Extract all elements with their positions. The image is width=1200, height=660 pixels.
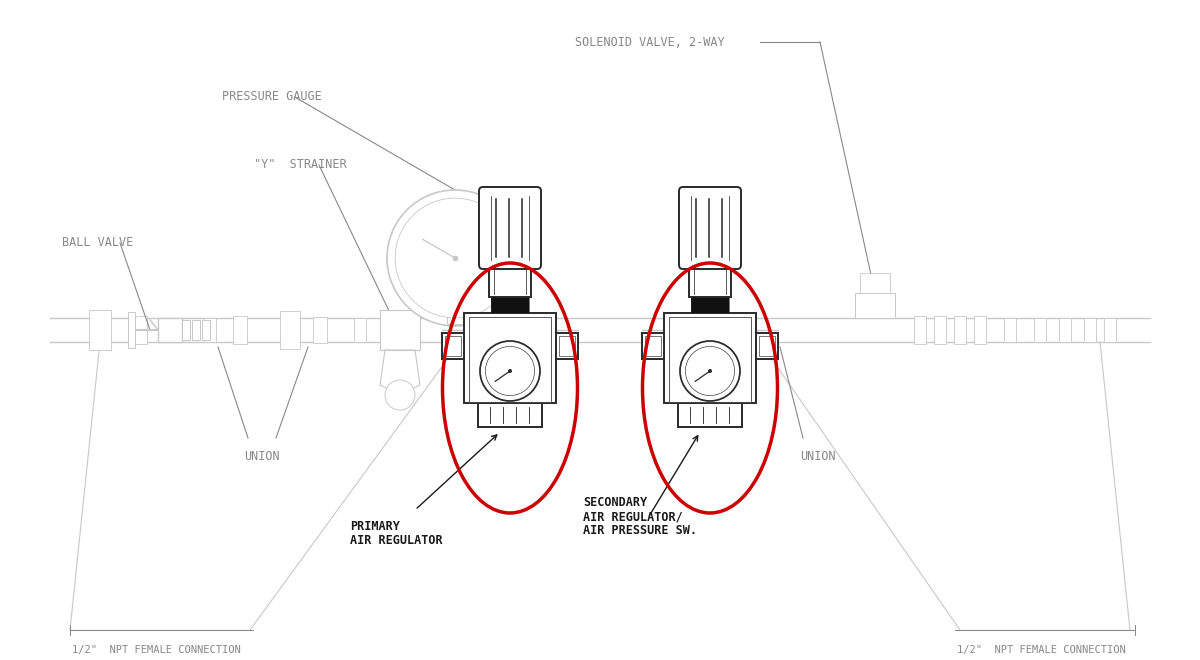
Bar bbox=[556, 333, 578, 359]
Bar bbox=[354, 318, 366, 342]
Bar bbox=[442, 333, 464, 359]
Bar bbox=[914, 316, 926, 344]
Bar bbox=[380, 310, 420, 350]
Bar bbox=[445, 336, 461, 356]
Circle shape bbox=[680, 341, 740, 401]
Bar bbox=[192, 320, 200, 340]
Bar bbox=[954, 316, 966, 344]
Bar bbox=[469, 317, 551, 402]
Text: SOLENOID VALVE, 2-WAY: SOLENOID VALVE, 2-WAY bbox=[575, 36, 725, 48]
Text: SECONDARY: SECONDARY bbox=[583, 496, 647, 509]
Circle shape bbox=[708, 369, 712, 373]
FancyBboxPatch shape bbox=[679, 187, 742, 269]
Bar bbox=[974, 316, 986, 344]
Bar bbox=[202, 320, 210, 340]
Bar bbox=[691, 297, 730, 313]
Bar bbox=[491, 297, 529, 313]
Circle shape bbox=[480, 341, 540, 401]
Bar bbox=[642, 333, 664, 359]
Text: 1/2"  NPT FEMALE CONNECTION: 1/2" NPT FEMALE CONNECTION bbox=[72, 645, 241, 655]
Bar bbox=[1104, 318, 1116, 342]
Bar bbox=[158, 318, 182, 342]
Bar bbox=[559, 336, 575, 356]
Bar bbox=[1084, 318, 1096, 342]
Circle shape bbox=[385, 380, 415, 410]
Text: PRESSURE GAUGE: PRESSURE GAUGE bbox=[222, 90, 322, 104]
FancyBboxPatch shape bbox=[479, 187, 541, 269]
Text: UNION: UNION bbox=[800, 450, 835, 463]
Bar bbox=[233, 316, 247, 344]
Bar bbox=[646, 336, 661, 356]
Bar bbox=[691, 297, 730, 313]
Bar bbox=[204, 318, 216, 342]
Bar bbox=[490, 265, 530, 297]
Bar bbox=[689, 265, 731, 297]
Text: UNION: UNION bbox=[244, 450, 280, 463]
Text: "Y"  STRAINER: "Y" STRAINER bbox=[254, 158, 347, 172]
Bar bbox=[133, 316, 148, 344]
Text: 1/2"  NPT FEMALE CONNECTION: 1/2" NPT FEMALE CONNECTION bbox=[958, 645, 1126, 655]
Bar bbox=[756, 333, 778, 359]
Circle shape bbox=[485, 346, 535, 395]
Bar bbox=[854, 293, 895, 318]
Bar bbox=[504, 317, 516, 343]
Circle shape bbox=[508, 369, 512, 373]
Text: BALL VALVE: BALL VALVE bbox=[62, 236, 133, 249]
Bar bbox=[860, 273, 890, 293]
Bar bbox=[664, 313, 756, 403]
Bar bbox=[464, 313, 556, 403]
Bar bbox=[89, 310, 112, 350]
Bar bbox=[388, 316, 402, 344]
Circle shape bbox=[395, 198, 515, 318]
Bar bbox=[313, 317, 326, 343]
Bar bbox=[484, 317, 496, 343]
Circle shape bbox=[386, 190, 523, 326]
Text: AIR REGULATOR/: AIR REGULATOR/ bbox=[583, 510, 683, 523]
Bar bbox=[934, 316, 946, 344]
Bar bbox=[128, 312, 134, 348]
Bar bbox=[280, 311, 300, 349]
Polygon shape bbox=[380, 350, 420, 395]
Bar bbox=[182, 320, 190, 340]
Bar bbox=[670, 317, 751, 402]
Bar bbox=[478, 403, 542, 427]
Bar bbox=[446, 312, 463, 324]
Bar bbox=[491, 297, 529, 313]
Bar bbox=[524, 317, 536, 343]
Circle shape bbox=[685, 346, 734, 395]
Text: AIR REGULATOR: AIR REGULATOR bbox=[350, 534, 443, 547]
Text: AIR PRESSURE SW.: AIR PRESSURE SW. bbox=[583, 524, 697, 537]
Bar bbox=[1060, 318, 1072, 342]
Bar bbox=[760, 336, 775, 356]
Bar bbox=[678, 403, 742, 427]
Text: PRIMARY: PRIMARY bbox=[350, 520, 400, 533]
Bar bbox=[1034, 318, 1046, 342]
Bar bbox=[1004, 318, 1016, 342]
